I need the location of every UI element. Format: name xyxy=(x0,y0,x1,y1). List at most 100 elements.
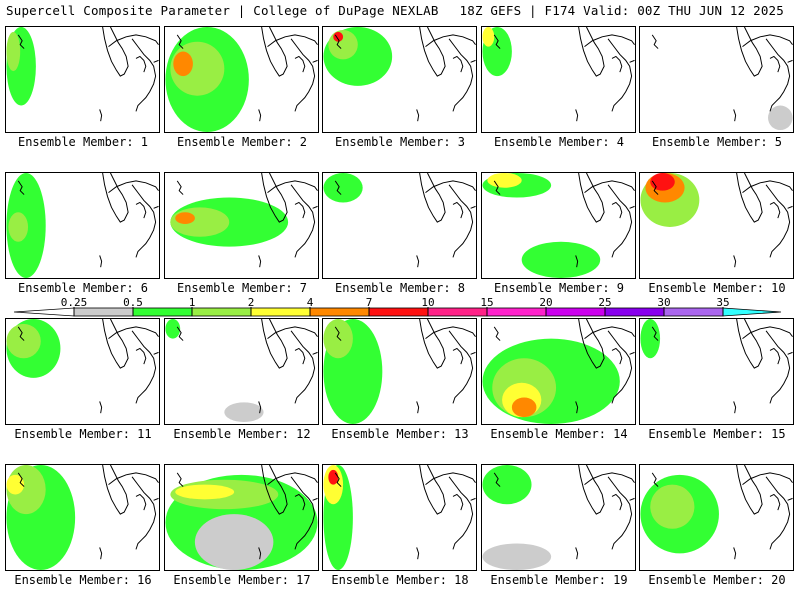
great-lakes-coastline xyxy=(153,497,159,501)
great-lakes-coastline xyxy=(470,205,476,209)
scp-contour-area xyxy=(8,212,29,242)
great-lakes-coastline xyxy=(578,27,605,77)
legend-color-segment xyxy=(368,307,429,317)
great-lakes-coastline xyxy=(153,205,159,209)
scp-contour-area xyxy=(768,105,793,131)
great-lakes-coastline xyxy=(611,201,623,219)
scp-field-map xyxy=(482,27,635,122)
great-lakes-coastline xyxy=(607,476,633,550)
ensemble-member-label: Ensemble Member: 5 xyxy=(651,135,783,149)
coastline-mark xyxy=(733,547,737,560)
great-lakes-coastline xyxy=(131,330,157,404)
scp-field-map xyxy=(640,465,793,560)
scp-contour-area xyxy=(6,474,25,495)
scp-contour-area xyxy=(165,319,181,339)
scp-contour-area xyxy=(511,397,537,418)
ensemble-member-map xyxy=(5,464,160,571)
great-lakes-coastline xyxy=(17,180,25,195)
great-lakes-coastline xyxy=(176,180,184,195)
ensemble-member-map xyxy=(639,318,794,425)
legend-tick-label: 0.5 xyxy=(123,296,143,309)
scp-field-map xyxy=(323,465,476,570)
coastline-mark xyxy=(733,255,737,268)
great-lakes-coastline xyxy=(294,347,306,365)
great-lakes-coastline xyxy=(261,319,288,369)
great-lakes-coastline xyxy=(765,476,791,550)
ensemble-member-map xyxy=(5,318,160,425)
great-lakes-coastline xyxy=(108,472,159,486)
great-lakes-coastline xyxy=(607,330,633,404)
ensemble-member-label: Ensemble Member: 4 xyxy=(493,135,625,149)
scp-contour-area xyxy=(6,31,21,72)
great-lakes-coastline xyxy=(493,326,501,341)
coastline-mark xyxy=(416,401,420,414)
scp-contour-area xyxy=(173,51,193,77)
coastline-mark xyxy=(99,401,103,414)
legend-color-segment xyxy=(545,307,606,317)
legend-color-segment xyxy=(132,307,193,317)
great-lakes-coastline xyxy=(629,205,635,209)
legend-tick-label: 35 xyxy=(716,296,729,309)
great-lakes-coastline xyxy=(769,493,781,511)
ensemble-member-map xyxy=(164,172,319,279)
legend-color-segment xyxy=(73,307,134,317)
great-lakes-coastline xyxy=(176,34,184,49)
scp-field-map xyxy=(165,27,318,132)
coastline-mark xyxy=(258,547,262,560)
great-lakes-coastline xyxy=(765,38,791,112)
great-lakes-coastline xyxy=(261,465,288,515)
legend-tick-label: 7 xyxy=(366,296,373,309)
legend-color-segment xyxy=(486,307,547,317)
scp-contour-area xyxy=(521,241,601,278)
great-lakes-coastline xyxy=(135,347,147,365)
scp-contour-area xyxy=(6,323,41,359)
ensemble-member-label: Ensemble Member: 16 xyxy=(14,573,152,587)
great-lakes-coastline xyxy=(448,184,474,258)
run-valid-time: 18Z GEFS | F174 Valid: 00Z THU JUN 12 20… xyxy=(459,3,784,18)
legend-color-segment xyxy=(604,307,665,317)
ensemble-member-map xyxy=(322,318,477,425)
great-lakes-coastline xyxy=(425,34,476,48)
ensemble-member-map xyxy=(639,26,794,133)
legend-color-segment xyxy=(427,307,488,317)
coastline-mark xyxy=(99,255,103,268)
great-lakes-coastline xyxy=(452,493,464,511)
great-lakes-coastline xyxy=(736,465,763,515)
ensemble-member-label: Ensemble Member: 12 xyxy=(173,427,311,441)
great-lakes-coastline xyxy=(294,493,306,511)
great-lakes-coastline xyxy=(290,476,316,550)
scp-contour-area xyxy=(194,514,274,570)
great-lakes-coastline xyxy=(261,173,288,223)
great-lakes-coastline xyxy=(584,34,635,48)
scp-contour-area xyxy=(328,469,339,485)
scp-field-map xyxy=(482,319,635,424)
ensemble-member-label: Ensemble Member: 7 xyxy=(176,281,308,295)
ensemble-member-label: Ensemble Member: 1 xyxy=(17,135,149,149)
great-lakes-coastline xyxy=(742,34,793,48)
great-lakes-coastline xyxy=(584,326,635,340)
legend-tick-label: 30 xyxy=(657,296,670,309)
great-lakes-coastline xyxy=(578,319,605,369)
great-lakes-coastline xyxy=(294,201,306,219)
ensemble-member-map xyxy=(322,172,477,279)
scp-contour-area xyxy=(333,31,344,42)
ensemble-member-label: Ensemble Member: 18 xyxy=(331,573,469,587)
ensemble-member-map xyxy=(639,172,794,279)
chart-title: Supercell Composite Parameter | College … xyxy=(6,3,439,18)
coastline-mark xyxy=(575,547,579,560)
scp-field-map xyxy=(170,173,318,268)
legend-color-segment xyxy=(663,307,724,317)
great-lakes-coastline xyxy=(493,34,501,49)
great-lakes-coastline xyxy=(135,493,147,511)
great-lakes-coastline xyxy=(578,173,605,223)
color-scale-legend: 0.25 0.5 1 2 4 7 10 15 20 25 30 35 xyxy=(0,296,800,320)
great-lakes-coastline xyxy=(584,472,635,486)
great-lakes-coastline xyxy=(261,27,288,77)
great-lakes-coastline xyxy=(108,34,159,48)
ensemble-member-label: Ensemble Member: 11 xyxy=(14,427,152,441)
scp-field-map xyxy=(6,27,159,122)
great-lakes-coastline xyxy=(267,472,318,486)
great-lakes-coastline xyxy=(452,201,464,219)
great-lakes-coastline xyxy=(742,326,793,340)
great-lakes-coastline xyxy=(17,326,25,341)
